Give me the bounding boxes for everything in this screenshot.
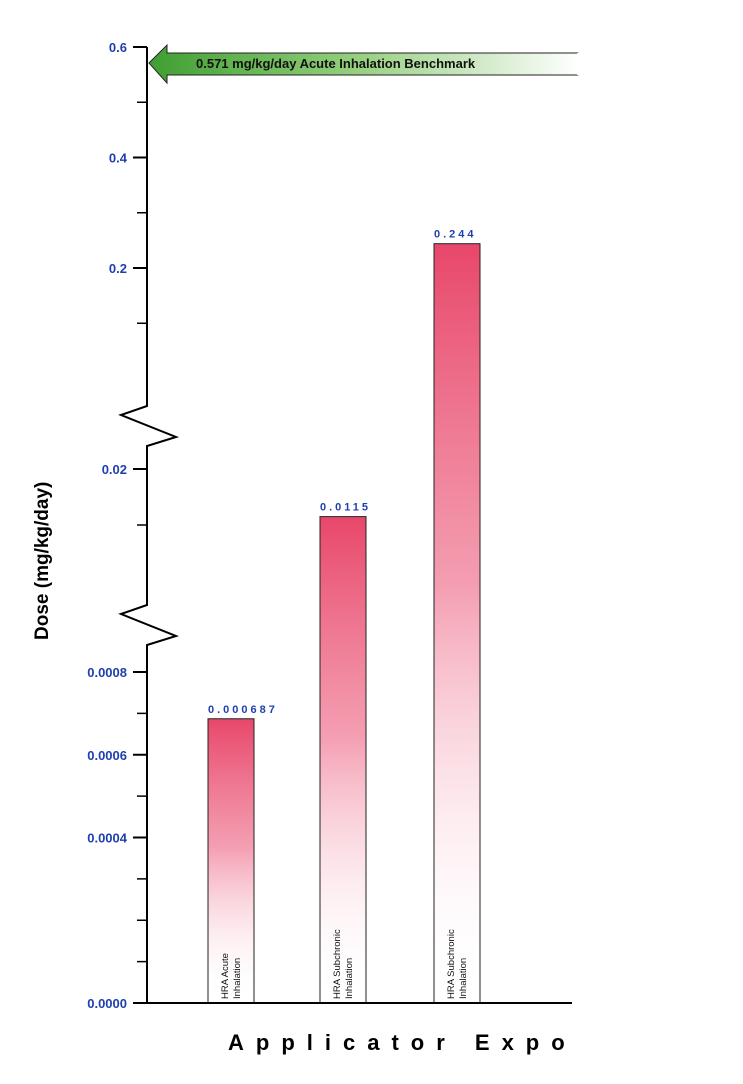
x-axis-label: Applicator Expo (228, 1030, 577, 1055)
y-axis-line (118, 47, 179, 1003)
y-tick-label: 0.4 (109, 151, 128, 166)
y-tick-label: 0.0008 (87, 665, 127, 680)
y-tick-label: 0.0006 (87, 748, 127, 763)
bar-category-line: HRA Acute (220, 953, 231, 999)
bar-category-line: Inhalation (232, 958, 243, 999)
y-axis-label: Dose (mg/kg/day) (32, 482, 53, 640)
bar (433, 243, 481, 1004)
bar-category-label: HRA Subchronic Inhalation (332, 929, 355, 999)
bar-category-line: HRA Subchronic (446, 929, 457, 999)
benchmark-label: 0.571 mg/kg/day Acute Inhalation Benchma… (196, 56, 476, 71)
y-tick-label: 0.02 (102, 462, 127, 477)
y-tick-label: 0.0004 (87, 831, 128, 846)
bar-category-line: Inhalation (458, 958, 469, 999)
bar-value-label: 0.244 (434, 229, 477, 241)
bar-category-label: HRA Acute Inhalation (220, 953, 243, 999)
bar-value-label: 0.000687 (208, 704, 278, 716)
bar-category-line: Inhalation (344, 958, 355, 999)
bar (207, 718, 255, 1004)
bar-value-label: 0.0115 (320, 502, 371, 514)
y-tick-label: 0.6 (109, 40, 127, 55)
y-tick-label: 0.0000 (87, 996, 127, 1011)
y-tick-label: 0.2 (109, 261, 127, 276)
bar-category-line: HRA Subchronic (332, 929, 343, 999)
bar-category-label: HRA Subchronic Inhalation (446, 929, 469, 999)
bar (319, 516, 367, 1004)
